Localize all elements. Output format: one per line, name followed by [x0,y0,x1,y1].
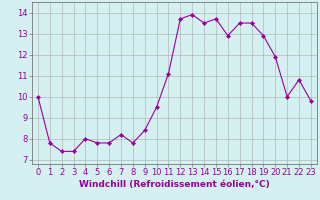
X-axis label: Windchill (Refroidissement éolien,°C): Windchill (Refroidissement éolien,°C) [79,180,270,189]
